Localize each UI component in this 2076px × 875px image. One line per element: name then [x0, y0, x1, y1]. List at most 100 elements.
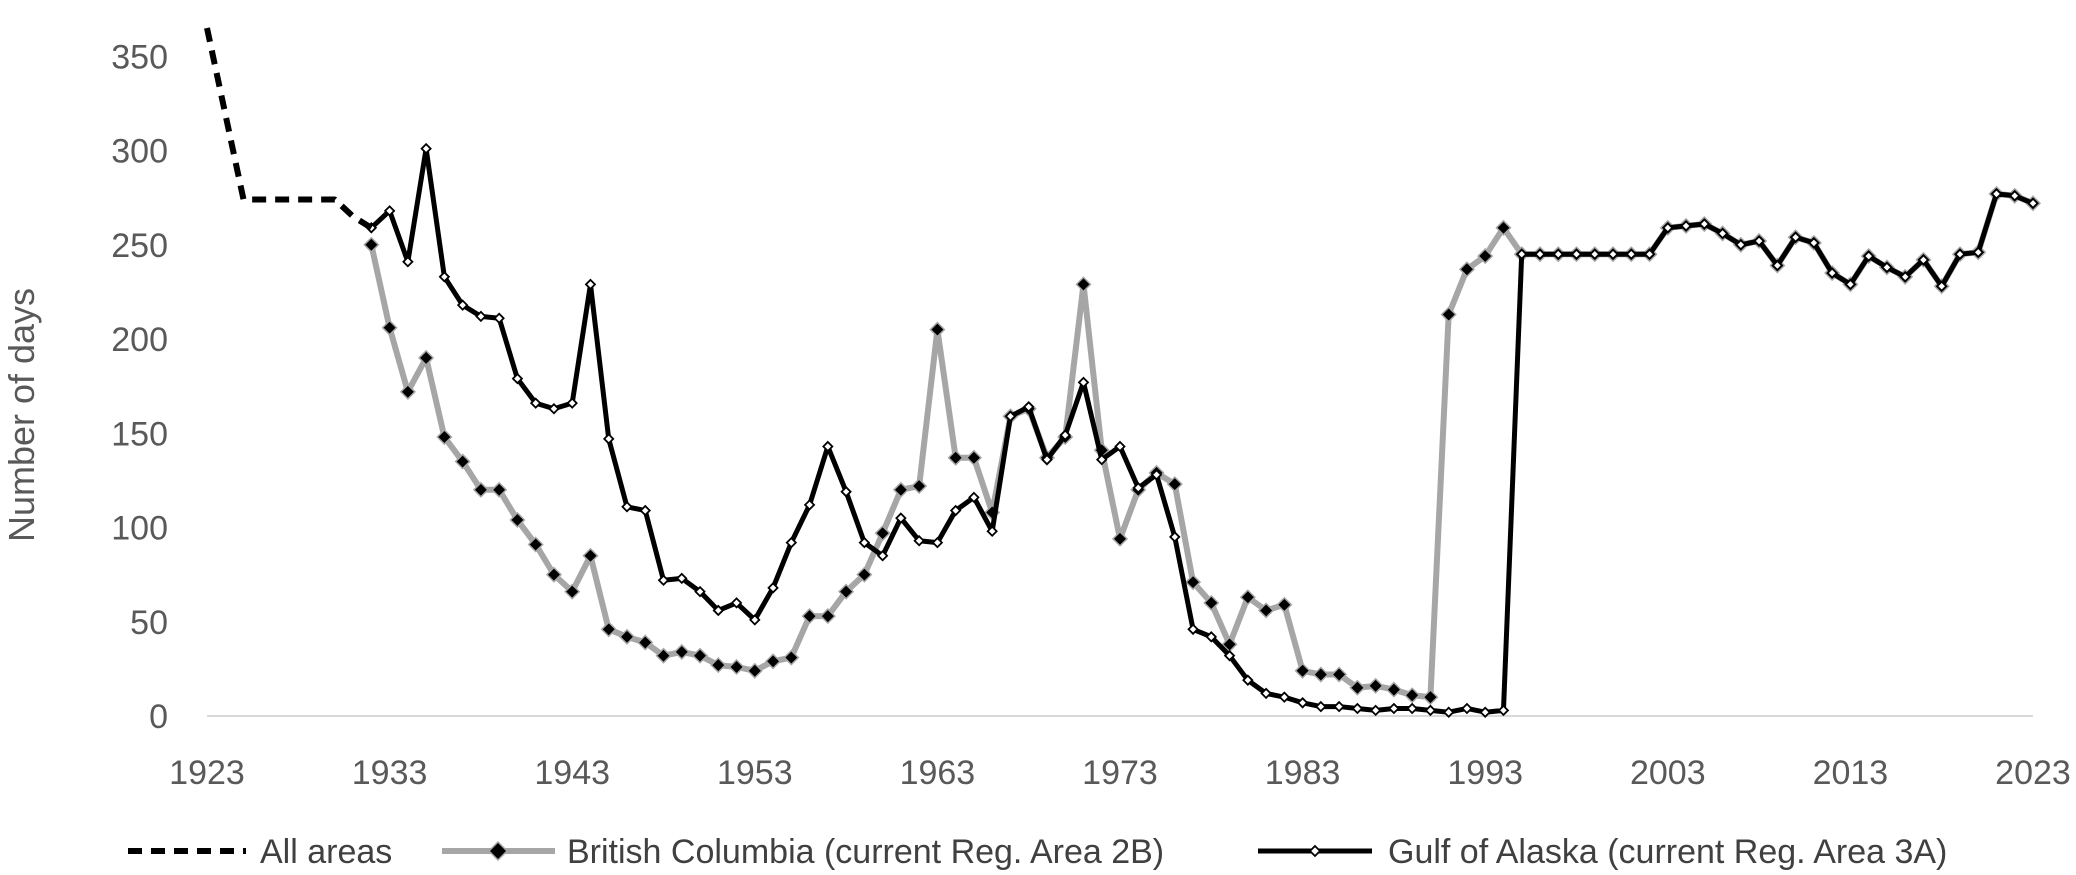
gulf-of-alaska-point — [1899, 271, 1911, 283]
british-columbia-point — [1312, 666, 1329, 683]
british-columbia-point — [472, 481, 489, 498]
british-columbia-point — [1385, 681, 1402, 698]
series-0 — [204, 27, 373, 231]
gulf-of-alaska-point — [383, 205, 396, 217]
gulf-of-alaska-point — [1844, 278, 1857, 291]
gulf-of-alaska-point — [895, 512, 907, 524]
gulf-of-alaska-point — [785, 536, 798, 549]
british-columbia-point — [728, 658, 745, 676]
y-axis-title: Number of days — [1, 288, 42, 542]
all-areas-line — [204, 27, 373, 231]
gulf-of-alaska-point — [1716, 227, 1729, 240]
gulf-of-alaska-point — [1515, 248, 1528, 260]
gulf-of-alaska-point — [1607, 248, 1619, 260]
gulf-of-alaska-point — [1698, 218, 1711, 230]
british-columbia-point — [1422, 689, 1439, 706]
gulf-of-alaska-point — [511, 372, 524, 385]
british-columbia-point — [819, 608, 836, 625]
legend-marker-gulf-of-alaska — [1308, 844, 1322, 858]
british-columbia-point — [929, 321, 946, 338]
british-columbia-point — [1404, 687, 1421, 704]
y-tick-label: 150 — [111, 415, 168, 453]
british-columbia-point — [947, 449, 964, 466]
british-columbia-point — [1477, 248, 1494, 265]
gulf-of-alaska-point — [1351, 702, 1364, 715]
series-2 — [365, 142, 2039, 719]
british-columbia-point — [491, 481, 508, 498]
x-tick-label: 1983 — [1265, 754, 1341, 792]
y-tick-label: 200 — [111, 321, 168, 359]
gulf-of-alaska-point — [840, 485, 852, 498]
british-columbia-point — [783, 649, 800, 666]
british-columbia-point — [856, 566, 873, 583]
gulf-of-alaska-point — [1735, 238, 1747, 251]
gulf-of-alaska-point — [1278, 691, 1291, 703]
british-columbia-point — [655, 647, 672, 664]
gulf-of-alaska-point — [1132, 482, 1145, 494]
british-columbia-point — [600, 621, 617, 638]
british-columbia-point — [454, 453, 471, 470]
legend-marker-british-columbia — [487, 840, 509, 862]
gulf-of-alaska-point — [1826, 267, 1838, 279]
gulf-of-alaska-point — [1461, 702, 1473, 715]
british-columbia-point — [710, 657, 727, 674]
gulf-of-alaska-point — [1990, 188, 2003, 200]
y-tick-label: 50 — [130, 604, 168, 642]
x-tick-label: 1943 — [534, 754, 610, 792]
british-columbia-point — [801, 608, 818, 625]
gulf-of-alaska-point — [1534, 248, 1546, 260]
gulf-of-alaska-point — [1643, 248, 1656, 260]
gulf-of-alaska-point — [1059, 429, 1071, 441]
british-columbia-point — [527, 536, 544, 553]
gulf-of-alaska-point — [657, 574, 670, 587]
gulf-of-alaska-point — [1588, 248, 1601, 260]
gulf-of-alaska-point — [749, 614, 761, 626]
gulf-of-alaska-point — [1972, 246, 1984, 259]
gulf-of-alaska-point — [584, 278, 597, 291]
gulf-of-alaska-point — [1625, 248, 1638, 260]
british-columbia-point — [764, 653, 782, 670]
gulf-of-alaska-point — [1771, 259, 1784, 272]
british-columbia-point — [1458, 261, 1476, 278]
gulf-of-alaska-point — [1789, 231, 1802, 244]
x-tick-label: 2013 — [1813, 754, 1889, 792]
gulf-of-alaska-point — [694, 585, 706, 598]
british-columbia-point — [1349, 679, 1366, 696]
british-columbia-point — [436, 428, 453, 446]
british-columbia-point — [618, 628, 636, 645]
british-columbia-point — [746, 662, 763, 679]
gulf-of-alaska-point — [858, 536, 871, 549]
british-columbia-point — [838, 583, 855, 600]
gulf-of-alaska-point — [420, 142, 432, 155]
gulf-of-alaska-point — [1114, 440, 1126, 453]
british-columbia-point — [911, 477, 928, 495]
british-columbia-point — [637, 634, 654, 651]
gulf-of-alaska-point — [1004, 410, 1017, 423]
gulf-of-alaska-point — [1242, 674, 1254, 686]
british-columbia-point — [1203, 594, 1220, 611]
gulf-of-alaska-point — [1369, 704, 1382, 717]
gulf-of-alaska-point — [1497, 704, 1510, 717]
british-columbia-point — [1294, 662, 1311, 679]
gulf-of-alaska-point — [456, 299, 469, 311]
gulf-of-alaska-point — [1406, 702, 1418, 715]
gulf-of-alaska-point — [876, 550, 889, 562]
british-columbia-point — [1331, 666, 1348, 683]
gulf-of-alaska-point — [1479, 706, 1491, 719]
gulf-of-alaska-point — [438, 271, 451, 283]
gulf-of-alaska-point — [1150, 468, 1163, 481]
gulf-of-alaska-point — [1169, 531, 1181, 543]
x-tick-label: 1963 — [900, 754, 976, 792]
gulf-of-alaska-point — [1862, 250, 1875, 262]
british-columbia-point — [691, 647, 709, 664]
y-tick-label: 0 — [149, 698, 168, 736]
british-columbia-point — [1166, 476, 1183, 493]
gulf-of-alaska-point — [1680, 220, 1692, 232]
gulf-of-alaska-point — [931, 536, 944, 549]
gulf-of-alaska-point — [1296, 697, 1309, 709]
british-columbia-line — [368, 190, 2035, 701]
x-tick-label: 1993 — [1447, 754, 1523, 792]
gulf-of-alaska-point — [1753, 235, 1765, 247]
gulf-of-alaska-point — [1205, 631, 1218, 643]
gulf-of-alaska-point — [1041, 453, 1053, 466]
